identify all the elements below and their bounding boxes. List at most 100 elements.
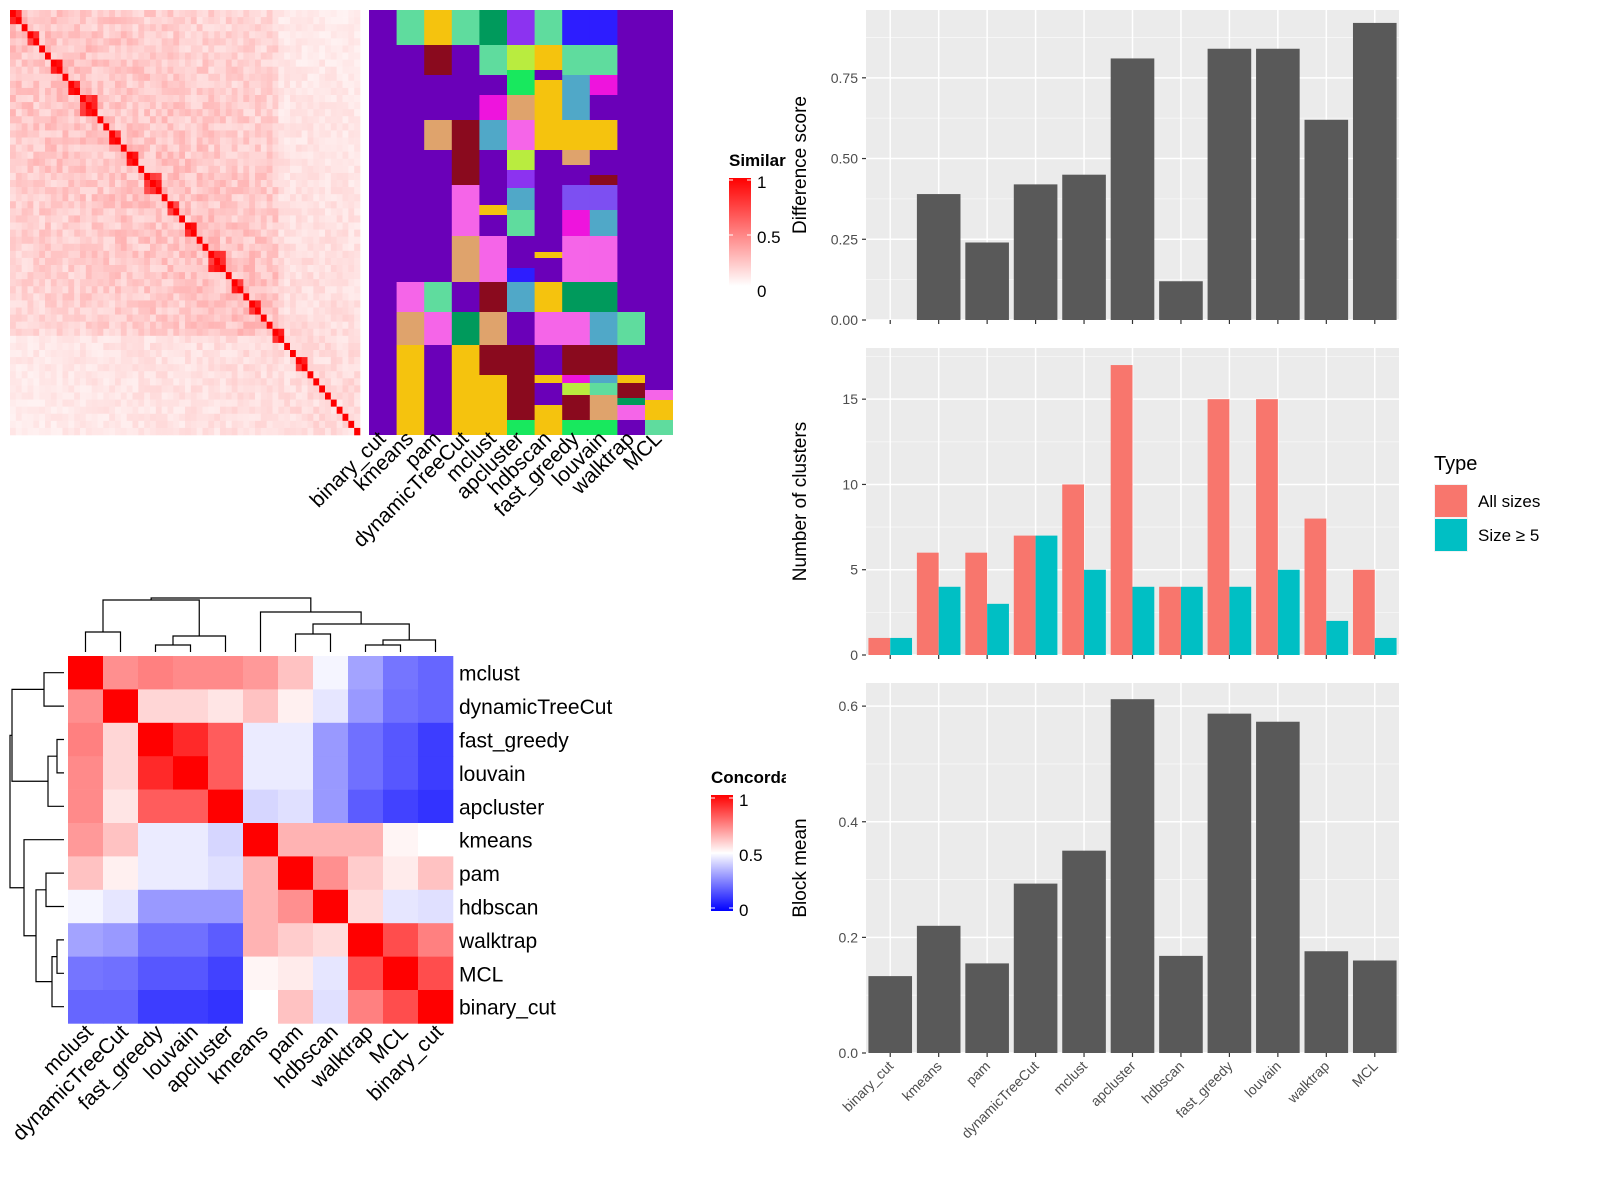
similarity-cell	[249, 272, 256, 280]
similarity-cell	[208, 321, 215, 330]
similarity-cell	[307, 378, 314, 386]
similarity-cell	[21, 243, 28, 252]
similarity-cell	[15, 350, 22, 358]
similarity-cell	[284, 109, 291, 117]
similarity-cell	[39, 420, 46, 429]
similarity-cell	[10, 328, 17, 337]
dendrogram-top-branch	[84, 631, 122, 652]
similarity-cell	[202, 385, 209, 393]
similarity-cell	[132, 222, 139, 230]
similarity-cell	[68, 279, 75, 287]
similarity-cell	[62, 80, 69, 89]
similarity-cell	[295, 45, 302, 53]
similarity-cell	[80, 87, 87, 96]
similarity-cell	[196, 385, 203, 393]
similarity-cell	[295, 243, 302, 252]
concordance-cell	[313, 823, 349, 857]
similarity-cell	[301, 194, 308, 202]
similarity-cell	[50, 272, 57, 280]
similarity-cell	[33, 52, 40, 60]
similarity-cell	[91, 80, 98, 89]
similarity-cell	[167, 144, 174, 152]
similarity-cell	[74, 130, 81, 138]
similarity-cell	[85, 243, 92, 252]
similarity-cell	[220, 201, 227, 209]
similarity-cell	[190, 286, 197, 294]
similarity-cell	[325, 102, 332, 110]
similarity-cell	[167, 229, 174, 237]
similarity-cell	[190, 95, 197, 103]
similarity-cell	[50, 350, 57, 358]
similarity-cell	[179, 158, 186, 167]
similarity-cell	[179, 307, 186, 315]
similarity-cell	[144, 80, 151, 89]
similarity-cell	[295, 187, 302, 195]
similarity-cell	[27, 321, 34, 330]
similarity-cell	[290, 250, 297, 259]
similarity-cell	[103, 24, 110, 32]
similarity-cell	[120, 229, 127, 237]
similarity-cell	[190, 187, 197, 195]
similarity-cell	[196, 31, 203, 39]
similarity-cell	[202, 357, 209, 365]
similarity-cell	[243, 116, 250, 124]
similarity-cell	[132, 52, 139, 60]
concordance-legend-tick-label: 1	[739, 791, 748, 810]
similarity-cell	[202, 144, 209, 152]
similarity-cell	[225, 109, 232, 117]
similarity-cell	[62, 194, 69, 202]
similarity-cell	[179, 95, 186, 103]
similarity-cell	[354, 399, 361, 407]
similarity-cell	[243, 187, 250, 195]
similarity-cell	[266, 378, 273, 386]
similarity-cell	[243, 87, 250, 96]
annotation-cell-mclust	[479, 236, 508, 282]
concordance-cell	[313, 756, 349, 790]
similarity-cell	[97, 73, 104, 82]
similarity-cell	[272, 17, 279, 25]
similarity-cell	[231, 109, 238, 117]
similarity-cell	[109, 109, 116, 117]
similarity-cell	[330, 342, 337, 351]
similarity-cell	[301, 300, 308, 308]
similarity-cell	[33, 45, 40, 53]
similarity-cell	[249, 38, 256, 46]
similarity-cell	[132, 328, 139, 337]
similarity-cell	[220, 342, 227, 351]
similarity-cell	[342, 201, 349, 209]
similarity-cell	[91, 201, 98, 209]
similarity-cell	[220, 257, 227, 266]
similarity-cell	[272, 399, 279, 407]
concordance-cell	[138, 823, 174, 857]
similarity-cell	[208, 102, 215, 110]
similarity-cell	[284, 208, 291, 216]
similarity-cell	[301, 378, 308, 386]
similarity-cell	[214, 307, 221, 315]
similarity-cell	[243, 364, 250, 372]
similarity-cell	[313, 194, 320, 202]
y-tick-label: 5	[850, 562, 858, 578]
similarity-cell	[342, 80, 349, 89]
similarity-cell	[348, 300, 355, 308]
similarity-cell	[62, 130, 69, 138]
similarity-cell	[301, 250, 308, 259]
similarity-cell	[80, 279, 87, 287]
similarity-cell	[202, 24, 209, 32]
similarity-cell	[260, 265, 267, 273]
similarity-cell	[68, 357, 75, 365]
similarity-cell	[56, 144, 63, 152]
similarity-cell	[68, 95, 75, 103]
similarity-cell	[120, 321, 127, 330]
similarity-legend-tick-label: 0	[757, 282, 766, 301]
similarity-cell	[202, 300, 209, 308]
similarity-cell	[97, 413, 104, 422]
similarity-cell	[126, 38, 133, 46]
concordance-cell	[348, 856, 384, 891]
similarity-cell	[132, 137, 139, 145]
similarity-cell	[109, 286, 116, 294]
similarity-cell	[155, 187, 162, 195]
similarity-cell	[313, 66, 320, 75]
similarity-cell	[173, 307, 180, 315]
similarity-cell	[109, 350, 116, 358]
similarity-cell	[97, 158, 104, 167]
